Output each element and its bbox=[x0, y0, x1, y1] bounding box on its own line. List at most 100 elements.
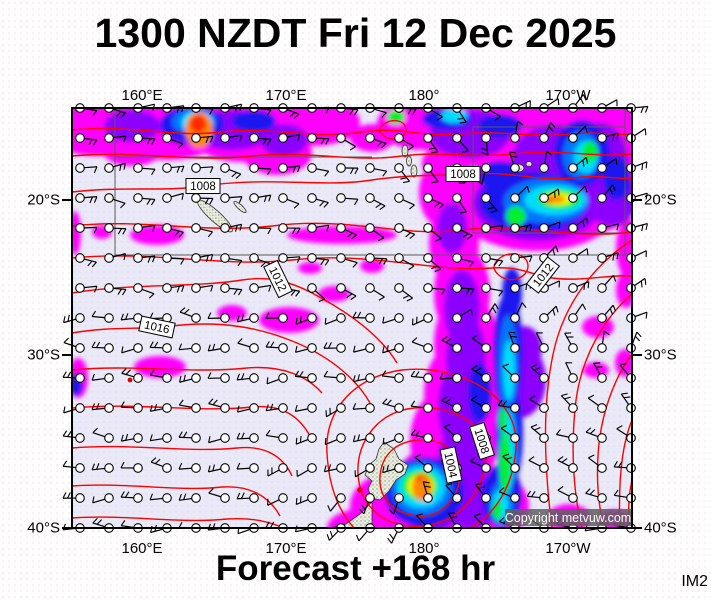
wind-barb bbox=[382, 463, 404, 474]
wind-barb bbox=[502, 453, 520, 473]
svg-text:1008: 1008 bbox=[450, 169, 476, 181]
wind-barb bbox=[191, 133, 214, 144]
wind-barb bbox=[439, 372, 462, 383]
wind-barb bbox=[265, 341, 288, 353]
wind-barb bbox=[295, 313, 317, 325]
wind-barb bbox=[423, 133, 439, 154]
wind-barb bbox=[539, 305, 559, 323]
wind-barb bbox=[120, 401, 143, 413]
wind-barb bbox=[249, 223, 272, 235]
wind-barb bbox=[597, 252, 619, 263]
wind-barb bbox=[470, 456, 491, 473]
wind-barb bbox=[236, 492, 259, 503]
wind-barb bbox=[236, 313, 259, 323]
wind-barb bbox=[249, 253, 271, 269]
wind-barb bbox=[365, 193, 386, 211]
wind-barb bbox=[510, 120, 524, 143]
wind-barb bbox=[220, 223, 243, 233]
wind-barb bbox=[555, 429, 578, 443]
wind-barb bbox=[471, 365, 491, 383]
wind-barb bbox=[278, 193, 300, 209]
wind-barb bbox=[565, 362, 578, 383]
wind-barb bbox=[120, 461, 143, 473]
wind-barb bbox=[236, 462, 259, 473]
wind-barb bbox=[307, 283, 326, 303]
wind-barb bbox=[352, 403, 375, 413]
map-border bbox=[71, 107, 633, 529]
wind-barb bbox=[149, 433, 172, 443]
wind-barb bbox=[352, 373, 375, 383]
wind-barb bbox=[568, 303, 587, 323]
axis-label-top: 170°W bbox=[545, 87, 591, 104]
svg-text:1008: 1008 bbox=[190, 181, 216, 193]
wind-barb bbox=[481, 283, 504, 297]
wind-barb bbox=[162, 133, 184, 149]
wind-barb bbox=[323, 370, 346, 383]
wind-barb bbox=[296, 463, 317, 478]
wind-barb bbox=[265, 312, 288, 323]
wind-barb bbox=[441, 396, 462, 413]
wind-barb bbox=[323, 463, 346, 473]
wind-barb bbox=[365, 133, 387, 149]
wind-barb bbox=[452, 308, 473, 323]
wind-barb bbox=[150, 457, 172, 473]
wind-barb bbox=[471, 334, 491, 353]
wind-barb bbox=[557, 456, 578, 473]
wind-barb bbox=[162, 192, 184, 203]
wind-barb bbox=[500, 424, 520, 443]
wind-barb bbox=[307, 253, 330, 266]
wind-barb bbox=[294, 403, 317, 413]
wind-barb bbox=[394, 133, 415, 151]
wind-barb bbox=[249, 193, 272, 203]
wind-barb bbox=[557, 486, 578, 503]
wind-barb bbox=[423, 193, 445, 210]
wind-barb bbox=[481, 193, 498, 213]
wind-barb bbox=[626, 161, 648, 173]
wind-barb bbox=[530, 424, 549, 443]
wind-barb bbox=[423, 223, 442, 242]
wind-barb bbox=[597, 132, 619, 143]
wind-barb bbox=[394, 163, 410, 184]
wind-barb bbox=[530, 364, 549, 383]
wind-barb bbox=[394, 223, 416, 240]
wind-barb bbox=[323, 342, 346, 353]
wind-barb bbox=[539, 221, 561, 233]
axis-label-top: 170°E bbox=[265, 87, 307, 104]
svg-text:1004: 1004 bbox=[441, 451, 458, 479]
wind-barb bbox=[208, 433, 230, 444]
wind-barb bbox=[92, 493, 114, 504]
wind-barb bbox=[133, 133, 156, 145]
wind-barb bbox=[162, 283, 185, 293]
wind-barb bbox=[382, 313, 404, 324]
wind-barb bbox=[162, 163, 185, 173]
isobar-label: 1008 bbox=[468, 421, 496, 461]
wind-barb bbox=[278, 253, 301, 263]
wind-barb bbox=[278, 133, 301, 143]
wind-barb bbox=[149, 493, 172, 503]
wind-barb bbox=[295, 433, 317, 445]
wind-barb bbox=[75, 253, 97, 268]
wind-barb bbox=[359, 493, 375, 515]
isobar-label: 1004 bbox=[439, 446, 463, 484]
wind-barb bbox=[382, 343, 404, 354]
wind-barb bbox=[597, 274, 617, 293]
wind-barb bbox=[593, 362, 607, 383]
wind-barb bbox=[597, 223, 620, 233]
wind-barb bbox=[324, 313, 346, 325]
wind-barb bbox=[365, 223, 385, 242]
wind-barb bbox=[121, 368, 143, 383]
wind-barb bbox=[191, 223, 213, 238]
wind-barb bbox=[62, 460, 85, 473]
axis-label-left: 30°S bbox=[27, 346, 60, 364]
wind-barb bbox=[568, 156, 589, 173]
wind-barb bbox=[104, 133, 127, 143]
wind-barb bbox=[75, 133, 98, 146]
wind-barb bbox=[394, 253, 415, 271]
wind-barb bbox=[267, 463, 288, 477]
wind-barb bbox=[278, 223, 301, 235]
wind-barb bbox=[381, 370, 404, 383]
wind-barb bbox=[410, 400, 433, 413]
wind-barb bbox=[133, 163, 156, 176]
wind-barb bbox=[498, 487, 520, 503]
